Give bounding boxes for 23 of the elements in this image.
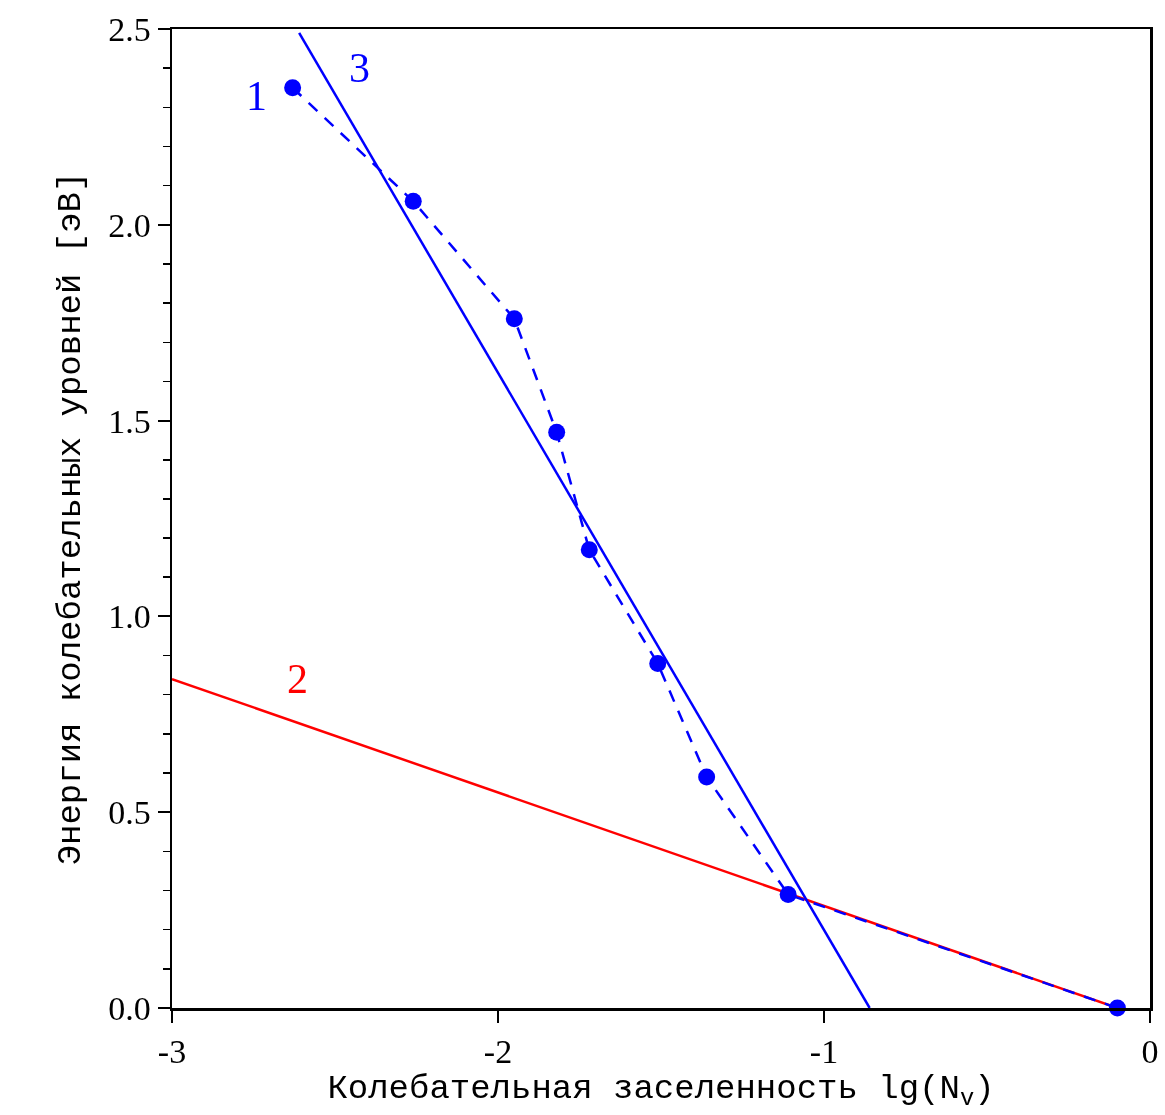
point (505, 310, 523, 328)
x-tick-label: -1 (809, 1033, 839, 1071)
x-tick-label: 0 (1141, 1033, 1159, 1071)
point (580, 541, 598, 559)
y-tick-label: 1.0 (108, 598, 151, 636)
series-label: 3 (349, 45, 370, 91)
series-label: 2 (287, 656, 308, 702)
point (548, 423, 566, 441)
x-tick-label: -2 (483, 1033, 513, 1071)
y-axis-title: Энергия колебательных уровней [эВ] (51, 171, 90, 866)
x-axis-title: Колебательная заселенность lg(N$_{v}$) (327, 1070, 995, 1113)
y-tick-label: 0.0 (108, 989, 151, 1027)
y-tick-label: 2.0 (108, 206, 151, 244)
y-tick-label: 1.5 (108, 402, 151, 440)
x-tick-label: -3 (157, 1033, 187, 1071)
point (404, 192, 422, 210)
point (284, 79, 302, 97)
y-tick-label: 0.5 (108, 794, 151, 832)
y-tick-label: 2.5 (108, 10, 151, 48)
series-label: 1 (246, 73, 267, 119)
point (698, 768, 716, 786)
point (649, 654, 667, 672)
point (779, 885, 797, 903)
